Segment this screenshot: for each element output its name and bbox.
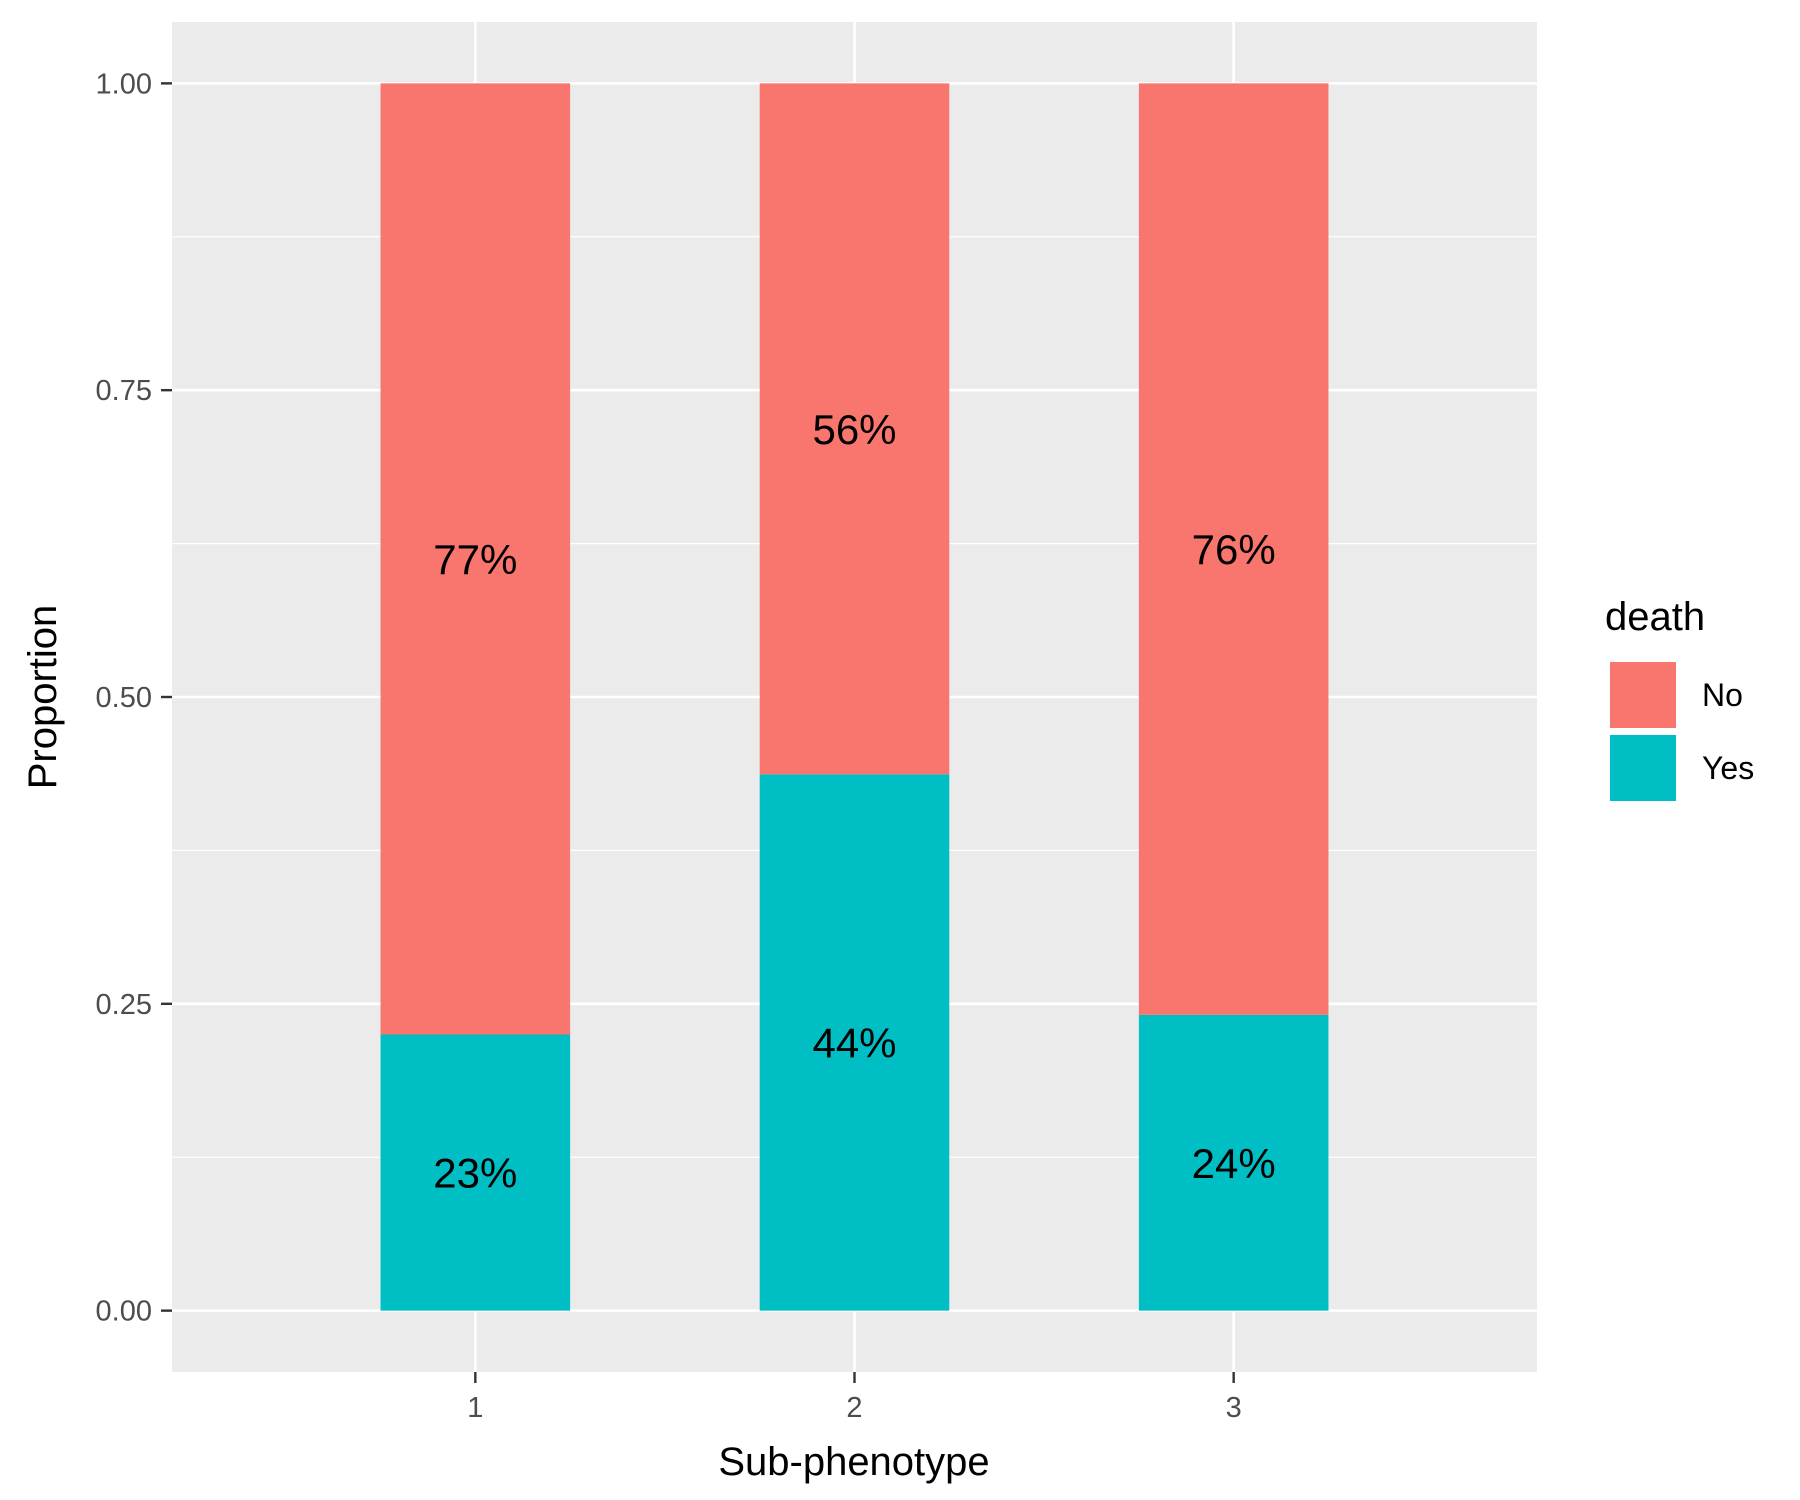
x-axis: 1 2 3 <box>467 1372 1242 1424</box>
y-tick-label: 0.75 <box>96 375 152 407</box>
x-axis-title: Sub-phenotype <box>718 1440 989 1484</box>
legend-key-yes <box>1610 735 1676 801</box>
bar-no-2 <box>759 83 950 775</box>
y-tick-label: 0.50 <box>96 682 152 714</box>
x-tick-label: 2 <box>846 1392 862 1424</box>
bar-yes-2 <box>759 774 950 1311</box>
bar-no-1 <box>380 83 571 1035</box>
bar-label-yes-2: 44% <box>812 1019 896 1066</box>
legend: death No Yes <box>1605 595 1754 801</box>
legend-key-no <box>1610 662 1676 728</box>
legend-label-yes: Yes <box>1702 750 1754 786</box>
legend-title: death <box>1605 595 1705 639</box>
bar-yes-1 <box>380 1034 571 1311</box>
y-tick-label: 0.00 <box>96 1296 152 1328</box>
bar-labels: 23% 77% 44% 56% 24% 76% <box>433 406 1275 1197</box>
bar-label-yes-1: 23% <box>433 1150 517 1197</box>
bar-label-yes-3: 24% <box>1192 1140 1276 1187</box>
bar-no-3 <box>1138 83 1329 1015</box>
legend-label-no: No <box>1702 677 1743 713</box>
y-axis-title: Proportion <box>21 605 65 790</box>
y-tick-label: 1.00 <box>96 68 152 100</box>
bar-label-no-2: 56% <box>812 406 896 453</box>
y-tick-label: 0.25 <box>96 989 152 1021</box>
bar-label-no-1: 77% <box>433 536 517 583</box>
bar-label-no-3: 76% <box>1192 526 1276 573</box>
bar-yes-3 <box>1138 1014 1329 1311</box>
bars <box>380 83 1329 1311</box>
y-axis: 0.00 0.25 0.50 0.75 1.00 <box>96 68 172 1328</box>
x-tick-label: 1 <box>467 1392 483 1424</box>
x-tick-label: 3 <box>1226 1392 1242 1424</box>
